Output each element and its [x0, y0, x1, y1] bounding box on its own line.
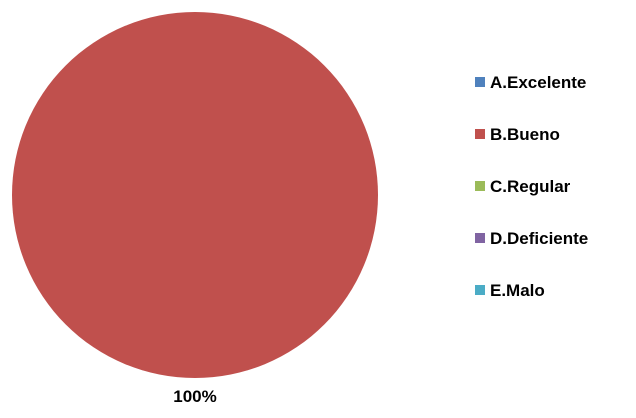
legend-label-a-excelente: A.Excelente	[490, 73, 586, 92]
pie-slice-b-bueno	[12, 12, 378, 378]
legend-item-c-regular: C.Regular	[475, 177, 571, 196]
pie-slices	[12, 12, 378, 378]
data-label-b-bueno: 100%	[173, 387, 216, 406]
legend-label-c-regular: C.Regular	[490, 177, 571, 196]
legend-item-e-malo: E.Malo	[475, 281, 545, 300]
legend-label-b-bueno: B.Bueno	[490, 125, 560, 144]
legend-swatch-c-regular	[475, 181, 485, 191]
legend: A.Excelente B.Bueno C.Regular D.Deficiente E…	[475, 73, 588, 300]
legend-item-d-deficiente: D.Deficiente	[475, 229, 588, 248]
legend-swatch-b-bueno	[475, 129, 485, 139]
legend-swatch-e-malo	[475, 285, 485, 295]
legend-label-e-malo: E.Malo	[490, 281, 545, 300]
legend-item-a-excelente: A.Excelente	[475, 73, 586, 92]
legend-swatch-d-deficiente	[475, 233, 485, 243]
legend-label-d-deficiente: D.Deficiente	[490, 229, 588, 248]
legend-swatch-a-excelente	[475, 77, 485, 87]
pie-data-labels: 100%	[173, 387, 216, 406]
legend-item-b-bueno: B.Bueno	[475, 125, 560, 144]
